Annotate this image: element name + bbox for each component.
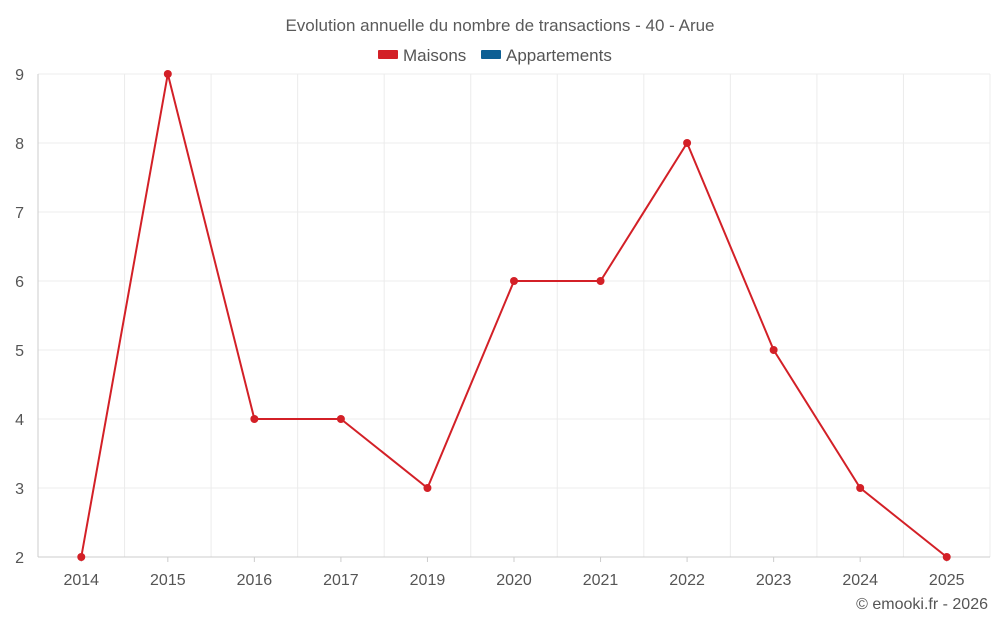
grid-lines	[37, 73, 991, 557]
x-tick-label: 2017	[323, 572, 359, 589]
data-point-maisons[interactable]	[77, 553, 86, 561]
y-tick-label: 7	[15, 205, 24, 222]
x-tick-label: 2021	[583, 572, 619, 589]
x-tick-label: 2022	[669, 572, 705, 589]
series-layer	[77, 70, 951, 561]
legend-swatch-maisons	[378, 50, 398, 59]
x-tick-label: 2023	[756, 572, 792, 589]
legend: Maisons Appartements	[378, 46, 612, 65]
x-tick-label: 2016	[237, 572, 273, 589]
legend-label-maisons[interactable]: Maisons	[403, 46, 466, 65]
y-tick-label: 3	[15, 481, 24, 498]
y-tick-label: 6	[15, 274, 24, 291]
y-tick-label: 5	[15, 343, 24, 360]
y-tick-label: 2	[15, 550, 24, 567]
credit-text: © emooki.fr - 2026	[856, 596, 988, 613]
tick-labels: 2 3 4 5 6 7 8 9 2014 2015 2016 2017 2019 2020 2021 2022…	[15, 67, 965, 589]
chart-title: Evolution annuelle du nombre de transact…	[285, 16, 714, 35]
data-point-maisons[interactable]	[510, 277, 518, 285]
x-tick-label: 2019	[410, 572, 446, 589]
x-tick-label: 2024	[842, 572, 878, 589]
data-point-maisons[interactable]	[596, 277, 605, 285]
data-point-maisons[interactable]	[423, 484, 432, 492]
legend-label-appartements[interactable]: Appartements	[506, 46, 612, 65]
y-tick-label: 4	[15, 412, 24, 429]
x-tick-label: 2020	[496, 572, 532, 589]
data-point-maisons[interactable]	[250, 415, 259, 423]
data-point-maisons[interactable]	[769, 346, 778, 354]
data-point-maisons[interactable]	[683, 139, 692, 147]
y-tick-label: 8	[15, 136, 24, 153]
y-tick-label: 9	[15, 67, 24, 84]
axes	[37, 74, 990, 562]
data-point-maisons[interactable]	[942, 553, 951, 561]
data-point-maisons[interactable]	[163, 70, 172, 78]
x-tick-label: 2014	[63, 572, 99, 589]
data-point-maisons[interactable]	[856, 484, 865, 492]
legend-swatch-appartements	[481, 50, 501, 59]
data-point-maisons[interactable]	[336, 415, 345, 423]
x-tick-label: 2025	[929, 572, 965, 589]
x-tick-label: 2015	[150, 572, 186, 589]
